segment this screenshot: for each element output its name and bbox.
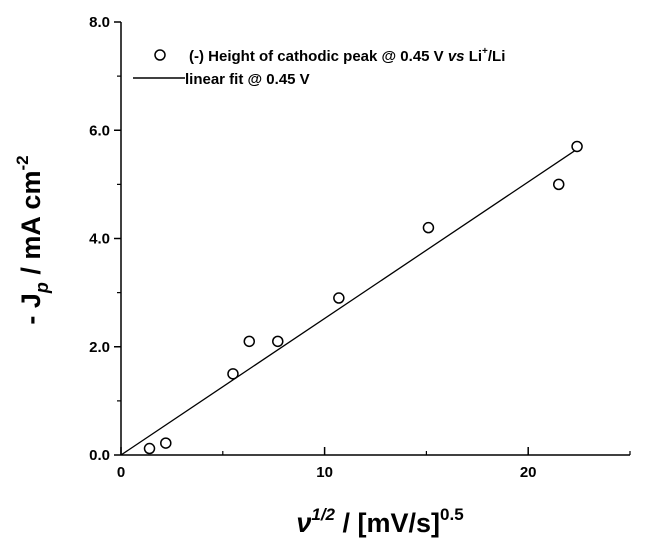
legend: (-) Height of cathodic peak @ 0.45 V vs … bbox=[133, 46, 505, 88]
data-point bbox=[243, 335, 256, 348]
y-tick-label: 6.0 bbox=[89, 122, 110, 139]
data-point bbox=[422, 221, 435, 234]
data-point bbox=[571, 140, 583, 153]
x-tick-label: 20 bbox=[520, 464, 537, 481]
fit-line bbox=[120, 148, 578, 456]
x-axis-title-exponent: 1/2 bbox=[311, 505, 335, 524]
tick-labels: 0 10 20 0.0 2.0 4.0 6.0 8.0 bbox=[89, 14, 536, 481]
y-tick-label: 0.0 bbox=[89, 447, 110, 464]
y-tick-label: 4.0 bbox=[89, 231, 110, 248]
data-point bbox=[143, 442, 156, 455]
legend-circles-superscript: + bbox=[482, 46, 488, 57]
y-axis-title-unit: / mA cm bbox=[16, 171, 46, 283]
fit-layer bbox=[120, 148, 578, 456]
legend-circle-marker bbox=[154, 49, 166, 61]
x-axis-title: ν1/2 / [mV/s]0.5 bbox=[296, 505, 463, 538]
data-point bbox=[160, 437, 172, 449]
legend-circles-suffix: /Li bbox=[488, 48, 506, 65]
data-point bbox=[333, 292, 345, 304]
data-point bbox=[227, 368, 239, 380]
y-axis-title-subscript: p bbox=[32, 282, 52, 294]
x-axis-title-unit: / [mV/s] bbox=[335, 508, 440, 538]
ticks bbox=[114, 21, 631, 456]
x-axis-title-unit-exponent: 0.5 bbox=[440, 505, 464, 524]
y-tick-label: 8.0 bbox=[89, 14, 110, 31]
x-tick-label: 10 bbox=[316, 464, 333, 481]
data-point bbox=[272, 335, 284, 348]
x-tick-label: 0 bbox=[117, 464, 125, 481]
legend-label-line: linear fit @ 0.45 V bbox=[185, 71, 310, 88]
legend-circles-prefix: (-) Height of cathodic peak @ 0.45 V bbox=[189, 48, 448, 65]
data-point bbox=[552, 178, 565, 191]
y-axis-title-unit-exponent: -2 bbox=[13, 155, 32, 170]
x-axis-title-symbol: ν bbox=[296, 508, 311, 538]
legend-circles-italic: vs bbox=[448, 48, 465, 65]
y-axis-title-prefix: - J bbox=[16, 293, 46, 325]
y-axis-title: - Jp / mA cm-2 bbox=[13, 155, 52, 324]
legend-circles-middle: Li bbox=[465, 48, 483, 65]
y-tick-label: 2.0 bbox=[89, 339, 110, 356]
points-layer bbox=[143, 140, 583, 455]
legend-label-circles: (-) Height of cathodic peak @ 0.45 V vs … bbox=[189, 46, 505, 65]
